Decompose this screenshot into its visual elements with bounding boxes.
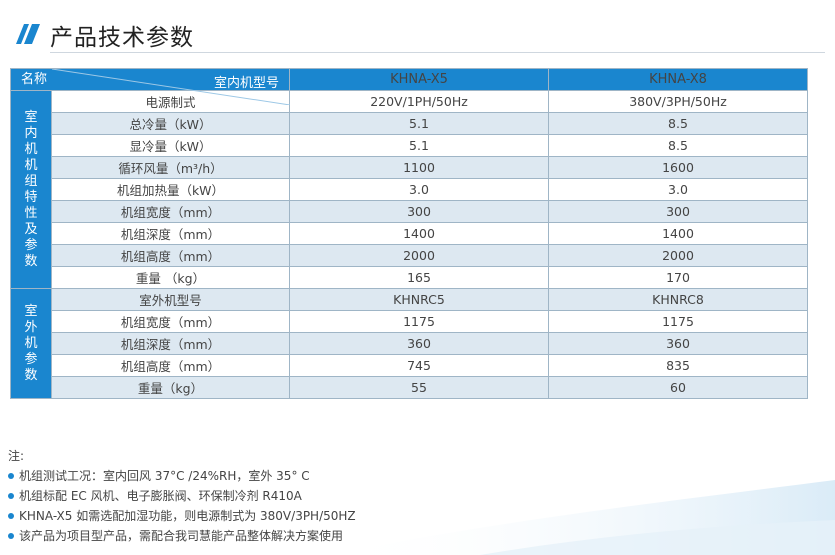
spec-table: 室内机型号 名称 KHNA-X5 KHNA-X8 室内机机组特性及参数 电源制式… <box>10 68 808 399</box>
notes-section: 注: 机组测试工况：室内回风 37°C /24%RH，室外 35° C 机组标配… <box>8 446 356 546</box>
row-value-x5: 300 <box>289 200 549 223</box>
note-item: 该产品为项目型产品，需配合我司慧能产品整体解决方案使用 <box>8 526 356 546</box>
group-label-char: 性 <box>24 205 38 221</box>
table-row: 机组深度（mm） 360 360 <box>11 332 808 355</box>
group-label-char: 机 <box>24 157 38 173</box>
row-value-x5: 1175 <box>289 310 549 333</box>
row-value-x5: 1400 <box>289 222 549 245</box>
note-item: 机组标配 EC 风机、电子膨胀阀、环保制冷剂 R410A <box>8 486 356 506</box>
note-text: 机组标配 EC 风机、电子膨胀阀、环保制冷剂 R410A <box>19 489 302 503</box>
table-row: 循环风量（m³/h） 1100 1600 <box>11 156 808 179</box>
group-label-char: 机 <box>24 141 38 157</box>
indoor-group-label: 室内机机组特性及参数 <box>10 90 52 289</box>
header-model-x5: KHNA-X5 <box>289 68 549 91</box>
row-value-x8: 1600 <box>548 156 808 179</box>
row-value-x5: 1100 <box>289 156 549 179</box>
group-label-char: 参 <box>24 237 38 253</box>
note-item: 机组测试工况：室内回风 37°C /24%RH，室外 35° C <box>8 466 356 486</box>
group-label-char: 机 <box>24 335 38 351</box>
table-row: 机组加热量（kW） 3.0 3.0 <box>11 178 808 201</box>
row-value-x5: 2000 <box>289 244 549 267</box>
row-value-x8: 60 <box>548 376 808 399</box>
slash-stripes-icon <box>16 24 40 44</box>
table-row: 重量（kg） 55 60 <box>11 376 808 399</box>
table-row: 显冷量（kW） 5.1 8.5 <box>11 134 808 157</box>
bullet-dot-icon <box>8 493 14 499</box>
table-row: 总冷量（kW） 5.1 8.5 <box>11 112 808 135</box>
diagonal-line <box>51 69 290 105</box>
row-name: 重量 （kg） <box>51 266 290 289</box>
row-value-x5: 165 <box>289 266 549 289</box>
group-label-char: 数 <box>24 367 38 383</box>
row-name: 机组深度（mm） <box>51 332 290 355</box>
row-value-x8: 835 <box>548 354 808 377</box>
row-value-x8: 1400 <box>548 222 808 245</box>
group-label-char: 外 <box>24 319 38 335</box>
group-label-char: 及 <box>24 221 38 237</box>
row-value-x8: 8.5 <box>548 134 808 157</box>
row-name: 机组高度（mm） <box>51 244 290 267</box>
table-row: 机组高度（mm） 2000 2000 <box>11 244 808 267</box>
row-value-x8: 380V/3PH/50Hz <box>548 90 808 113</box>
row-value-x5: 5.1 <box>289 112 549 135</box>
row-value-x5: 55 <box>289 376 549 399</box>
note-item: KHNA-X5 如需选配加湿功能，则电源制式为 380V/3PH/50HZ <box>8 506 356 526</box>
row-name: 机组宽度（mm） <box>51 310 290 333</box>
row-name: 机组加热量（kW） <box>51 178 290 201</box>
row-name: 显冷量（kW） <box>51 134 290 157</box>
table-header-row: 室内机型号 名称 KHNA-X5 KHNA-X8 <box>10 68 808 105</box>
bullet-dot-icon <box>8 533 14 539</box>
group-label-char: 组 <box>24 173 38 189</box>
row-value-x8: 2000 <box>548 244 808 267</box>
row-value-x8: 8.5 <box>548 112 808 135</box>
table-row: 机组宽度（mm） 1175 1175 <box>11 310 808 333</box>
group-label-char: 参 <box>24 351 38 367</box>
page-title: 产品技术参数 <box>50 25 194 51</box>
table-row: 机组深度（mm） 1400 1400 <box>11 222 808 245</box>
group-label-char: 室 <box>24 303 38 319</box>
table-row: 重量 （kg） 165 170 <box>11 266 808 289</box>
table-row: 室外机参数 室外机型号 KHNRC5 KHNRC8 <box>10 288 808 399</box>
row-value-x5: 5.1 <box>289 134 549 157</box>
row-value-x8: 300 <box>548 200 808 223</box>
row-value-x5: 360 <box>289 332 549 355</box>
row-value-x8: 360 <box>548 332 808 355</box>
row-name: 总冷量（kW） <box>51 112 290 135</box>
section-header: 产品技术参数 <box>10 18 825 54</box>
row-value-x8: 170 <box>548 266 808 289</box>
note-text: 该产品为项目型产品，需配合我司慧能产品整体解决方案使用 <box>19 529 344 543</box>
row-name: 机组宽度（mm） <box>51 200 290 223</box>
header-indoor-model-label: 室内机型号 <box>213 76 279 91</box>
row-value-x8: KHNRC8 <box>548 288 808 311</box>
row-value-x5: 3.0 <box>289 178 549 201</box>
table-row: 机组高度（mm） 745 835 <box>11 354 808 377</box>
title-divider <box>50 52 825 53</box>
row-value-x5: KHNRC5 <box>289 288 549 311</box>
notes-label: 注: <box>8 449 25 463</box>
header-name-label: 名称 <box>21 72 48 87</box>
row-name: 机组深度（mm） <box>51 222 290 245</box>
group-label-char: 内 <box>24 125 38 141</box>
row-value-x8: 3.0 <box>548 178 808 201</box>
group-label-char: 特 <box>24 189 38 205</box>
row-value-x8: 1175 <box>548 310 808 333</box>
group-label-char: 数 <box>24 253 38 269</box>
row-value-x5: 745 <box>289 354 549 377</box>
bullet-dot-icon <box>8 473 14 479</box>
indoor-group-text: 室内机机组特性及参数 <box>11 110 51 270</box>
bullet-dot-icon <box>8 513 14 519</box>
header-model-x8: KHNA-X8 <box>548 68 808 91</box>
note-text: 机组测试工况：室内回风 37°C /24%RH，室外 35° C <box>19 469 310 483</box>
group-label-char: 室 <box>24 109 38 125</box>
diagonal-header-cell: 室内机型号 名称 <box>10 68 290 105</box>
outdoor-group-label: 室外机参数 <box>10 288 52 399</box>
row-name: 室外机型号 <box>51 288 290 311</box>
row-value-x5: 220V/1PH/50Hz <box>289 90 549 113</box>
outdoor-group-text: 室外机参数 <box>11 304 51 384</box>
row-name: 重量（kg） <box>51 376 290 399</box>
table-row: 机组宽度（mm） 300 300 <box>11 200 808 223</box>
row-name: 循环风量（m³/h） <box>51 156 290 179</box>
note-text: KHNA-X5 如需选配加湿功能，则电源制式为 380V/3PH/50HZ <box>19 509 356 523</box>
row-name: 机组高度（mm） <box>51 354 290 377</box>
